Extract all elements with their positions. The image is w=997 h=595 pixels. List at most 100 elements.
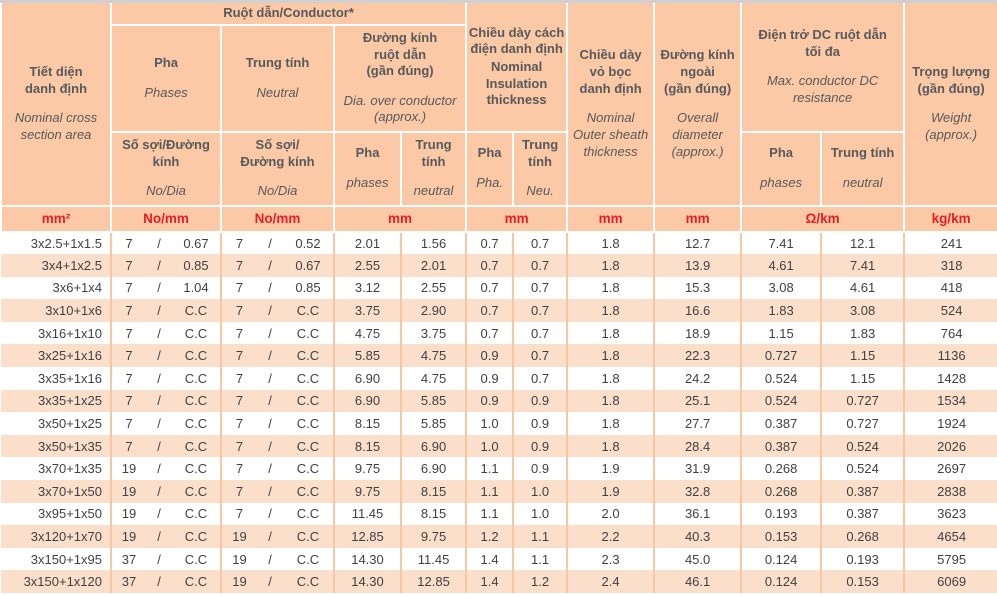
slash: /: [257, 525, 283, 548]
cell-neutral-strand-dia: 0.52: [283, 231, 334, 255]
cell-phase-strand-dia: 0.85: [172, 254, 221, 277]
cell-weight: 1136: [903, 344, 997, 368]
cell-ins-neutral: 1.0: [512, 480, 568, 503]
cell-overall-dia: 16.6: [653, 299, 742, 322]
cell-res-neutral: 3.08: [820, 299, 905, 322]
cell-neutral-strand-dia: C.C: [283, 480, 334, 503]
cell-phase-strand-no: 19: [110, 525, 146, 548]
slash: /: [146, 502, 172, 526]
header-resistance: Điện trở DC ruột dẫn tối đa Max. conduct…: [740, 0, 906, 133]
slash: /: [257, 344, 283, 368]
cell-res-phase: 0.268: [740, 457, 822, 481]
cell-ins-neutral: 0.9: [512, 457, 568, 481]
cell-overall-dia: 27.7: [653, 412, 742, 435]
slash: /: [257, 480, 283, 503]
header-ins-phase-en: Pha.: [476, 175, 503, 190]
cell-ins-phase: 0.7: [465, 276, 514, 300]
header-sheath: Chiều dày vỏ bọc danh định Nominal Outer…: [566, 0, 656, 207]
cell-section: 3x50+1x25: [1, 412, 111, 435]
header-phase-vn: Pha: [154, 54, 178, 70]
cell-dia-phase: 9.75: [333, 457, 401, 481]
cell-dia-neutral: 8.15: [399, 480, 467, 503]
unit-neutral-strands: No/mm: [220, 204, 335, 233]
cell-phase-strand-no: 7: [110, 254, 146, 277]
cell-weight: 764: [903, 321, 997, 345]
cell-neutral-strand-no: 7: [220, 344, 257, 368]
slash: /: [146, 570, 172, 593]
cell-overall-dia: 45.0: [653, 547, 742, 571]
header-weight-vn: Trọng lượng (gần đúng): [912, 64, 991, 96]
cell-neutral-strand-no: 7: [220, 480, 257, 503]
cell-weight: 6069: [903, 570, 997, 593]
cell-sheath: 1.8: [566, 231, 655, 255]
cell-overall-dia: 40.3: [653, 525, 742, 548]
cell-dia-phase: 8.15: [333, 434, 401, 458]
cell-dia-neutral: 5.85: [399, 412, 467, 435]
unit-resistance: Ω/km: [740, 204, 906, 233]
slash: /: [257, 367, 283, 390]
cell-sheath: 1.9: [566, 480, 655, 503]
cell-res-phase: 0.193: [740, 502, 822, 526]
cell-weight: 2026: [903, 434, 997, 458]
cell-neutral-strand-no: 7: [220, 276, 257, 300]
slash: /: [146, 276, 172, 300]
cell-sheath: 1.8: [566, 299, 655, 322]
table-row: 3x95+1x50 19/C.C 7/C.C 11.45 8.15 1.1 1.0 2.0 36…: [1, 502, 997, 526]
cell-res-neutral: 0.153: [820, 570, 905, 593]
cell-neutral-strand-dia: C.C: [283, 570, 334, 593]
unit-insulation: mm: [465, 204, 569, 233]
cell-neutral-strand-dia: C.C: [283, 434, 334, 458]
slash: /: [146, 299, 172, 322]
unit-sheath: mm: [566, 204, 656, 233]
header-overall-en: Overall diameter (approx.): [671, 110, 724, 159]
slash: /: [146, 367, 172, 390]
cell-ins-neutral: 0.7: [512, 254, 568, 277]
cell-phase-strand-no: 7: [110, 276, 146, 300]
header-phase-en: Phases: [144, 84, 188, 100]
cell-phase-strand-dia: C.C: [172, 412, 221, 435]
cell-ins-phase: 1.4: [465, 570, 514, 593]
table-body: 3x2.5+1x1.5 7/0.67 7/0.52 2.01 1.56 0.7 0.7 1.8…: [1, 231, 997, 593]
cell-res-neutral: 0.727: [820, 412, 905, 435]
cell-weight: 1534: [903, 389, 997, 413]
cell-res-phase: 1.15: [740, 321, 822, 345]
cell-dia-neutral: 9.75: [399, 525, 467, 548]
cell-section: 3x6+1x4: [1, 276, 111, 300]
cell-section: 3x10+1x6: [1, 299, 111, 322]
header-neutral-vn: Trung tính: [245, 54, 310, 70]
table-row: 3x70+1x35 19/C.C 7/C.C 9.75 6.90 1.1 0.9 1.9 31.…: [1, 457, 997, 481]
cell-phase-strand-no: 7: [110, 434, 146, 458]
cell-neutral-strand-dia: C.C: [283, 299, 334, 322]
table-row: 3x6+1x4 7/1.04 7/0.85 3.12 2.55 0.7 0.7 1.8 15.3…: [1, 276, 997, 300]
cell-sheath: 1.8: [566, 367, 655, 390]
cell-res-neutral: 4.61: [820, 276, 905, 300]
cell-dia-neutral: 2.01: [399, 254, 467, 277]
cell-ins-neutral: 0.7: [512, 299, 568, 322]
cell-overall-dia: 12.7: [653, 231, 742, 255]
cell-section: 3x150+1x95: [1, 547, 111, 571]
header-res-phase: Pha phases: [740, 130, 823, 207]
header-phase-strands-vn: Số sợi/Đường kính: [122, 137, 210, 169]
cell-ins-neutral: 1.1: [512, 547, 568, 571]
table-row: 3x25+1x16 7/C.C 7/C.C 5.85 4.75 0.9 0.7 1.8 22.3…: [1, 344, 997, 368]
cell-neutral-strand-no: 7: [220, 321, 257, 345]
slash: /: [257, 321, 283, 345]
cell-ins-phase: 0.7: [465, 254, 514, 277]
cell-res-phase: 3.08: [740, 276, 822, 300]
header-insulation-en: Nominal Insulation thickness: [485, 58, 548, 108]
cell-res-neutral: 7.41: [820, 254, 905, 277]
cell-overall-dia: 32.8: [653, 480, 742, 503]
cell-overall-dia: 15.3: [653, 276, 742, 300]
cell-phase-strand-no: 7: [110, 299, 146, 322]
cell-section: 3x70+1x50: [1, 480, 111, 503]
cell-neutral-strand-dia: C.C: [283, 412, 334, 435]
cell-ins-neutral: 0.7: [512, 367, 568, 390]
header-weight: Trọng lượng (gần đúng) Weight (approx.): [903, 0, 997, 207]
slash: /: [257, 502, 283, 526]
cell-neutral-strand-no: 7: [220, 389, 257, 413]
header-dia-neutral: Trung tính neutral: [399, 130, 468, 207]
cell-phase-strand-no: 7: [110, 231, 146, 255]
cell-phase-strand-dia: C.C: [172, 434, 221, 458]
cell-dia-phase: 3.75: [333, 299, 401, 322]
header-phase: Pha Phases: [110, 23, 222, 133]
